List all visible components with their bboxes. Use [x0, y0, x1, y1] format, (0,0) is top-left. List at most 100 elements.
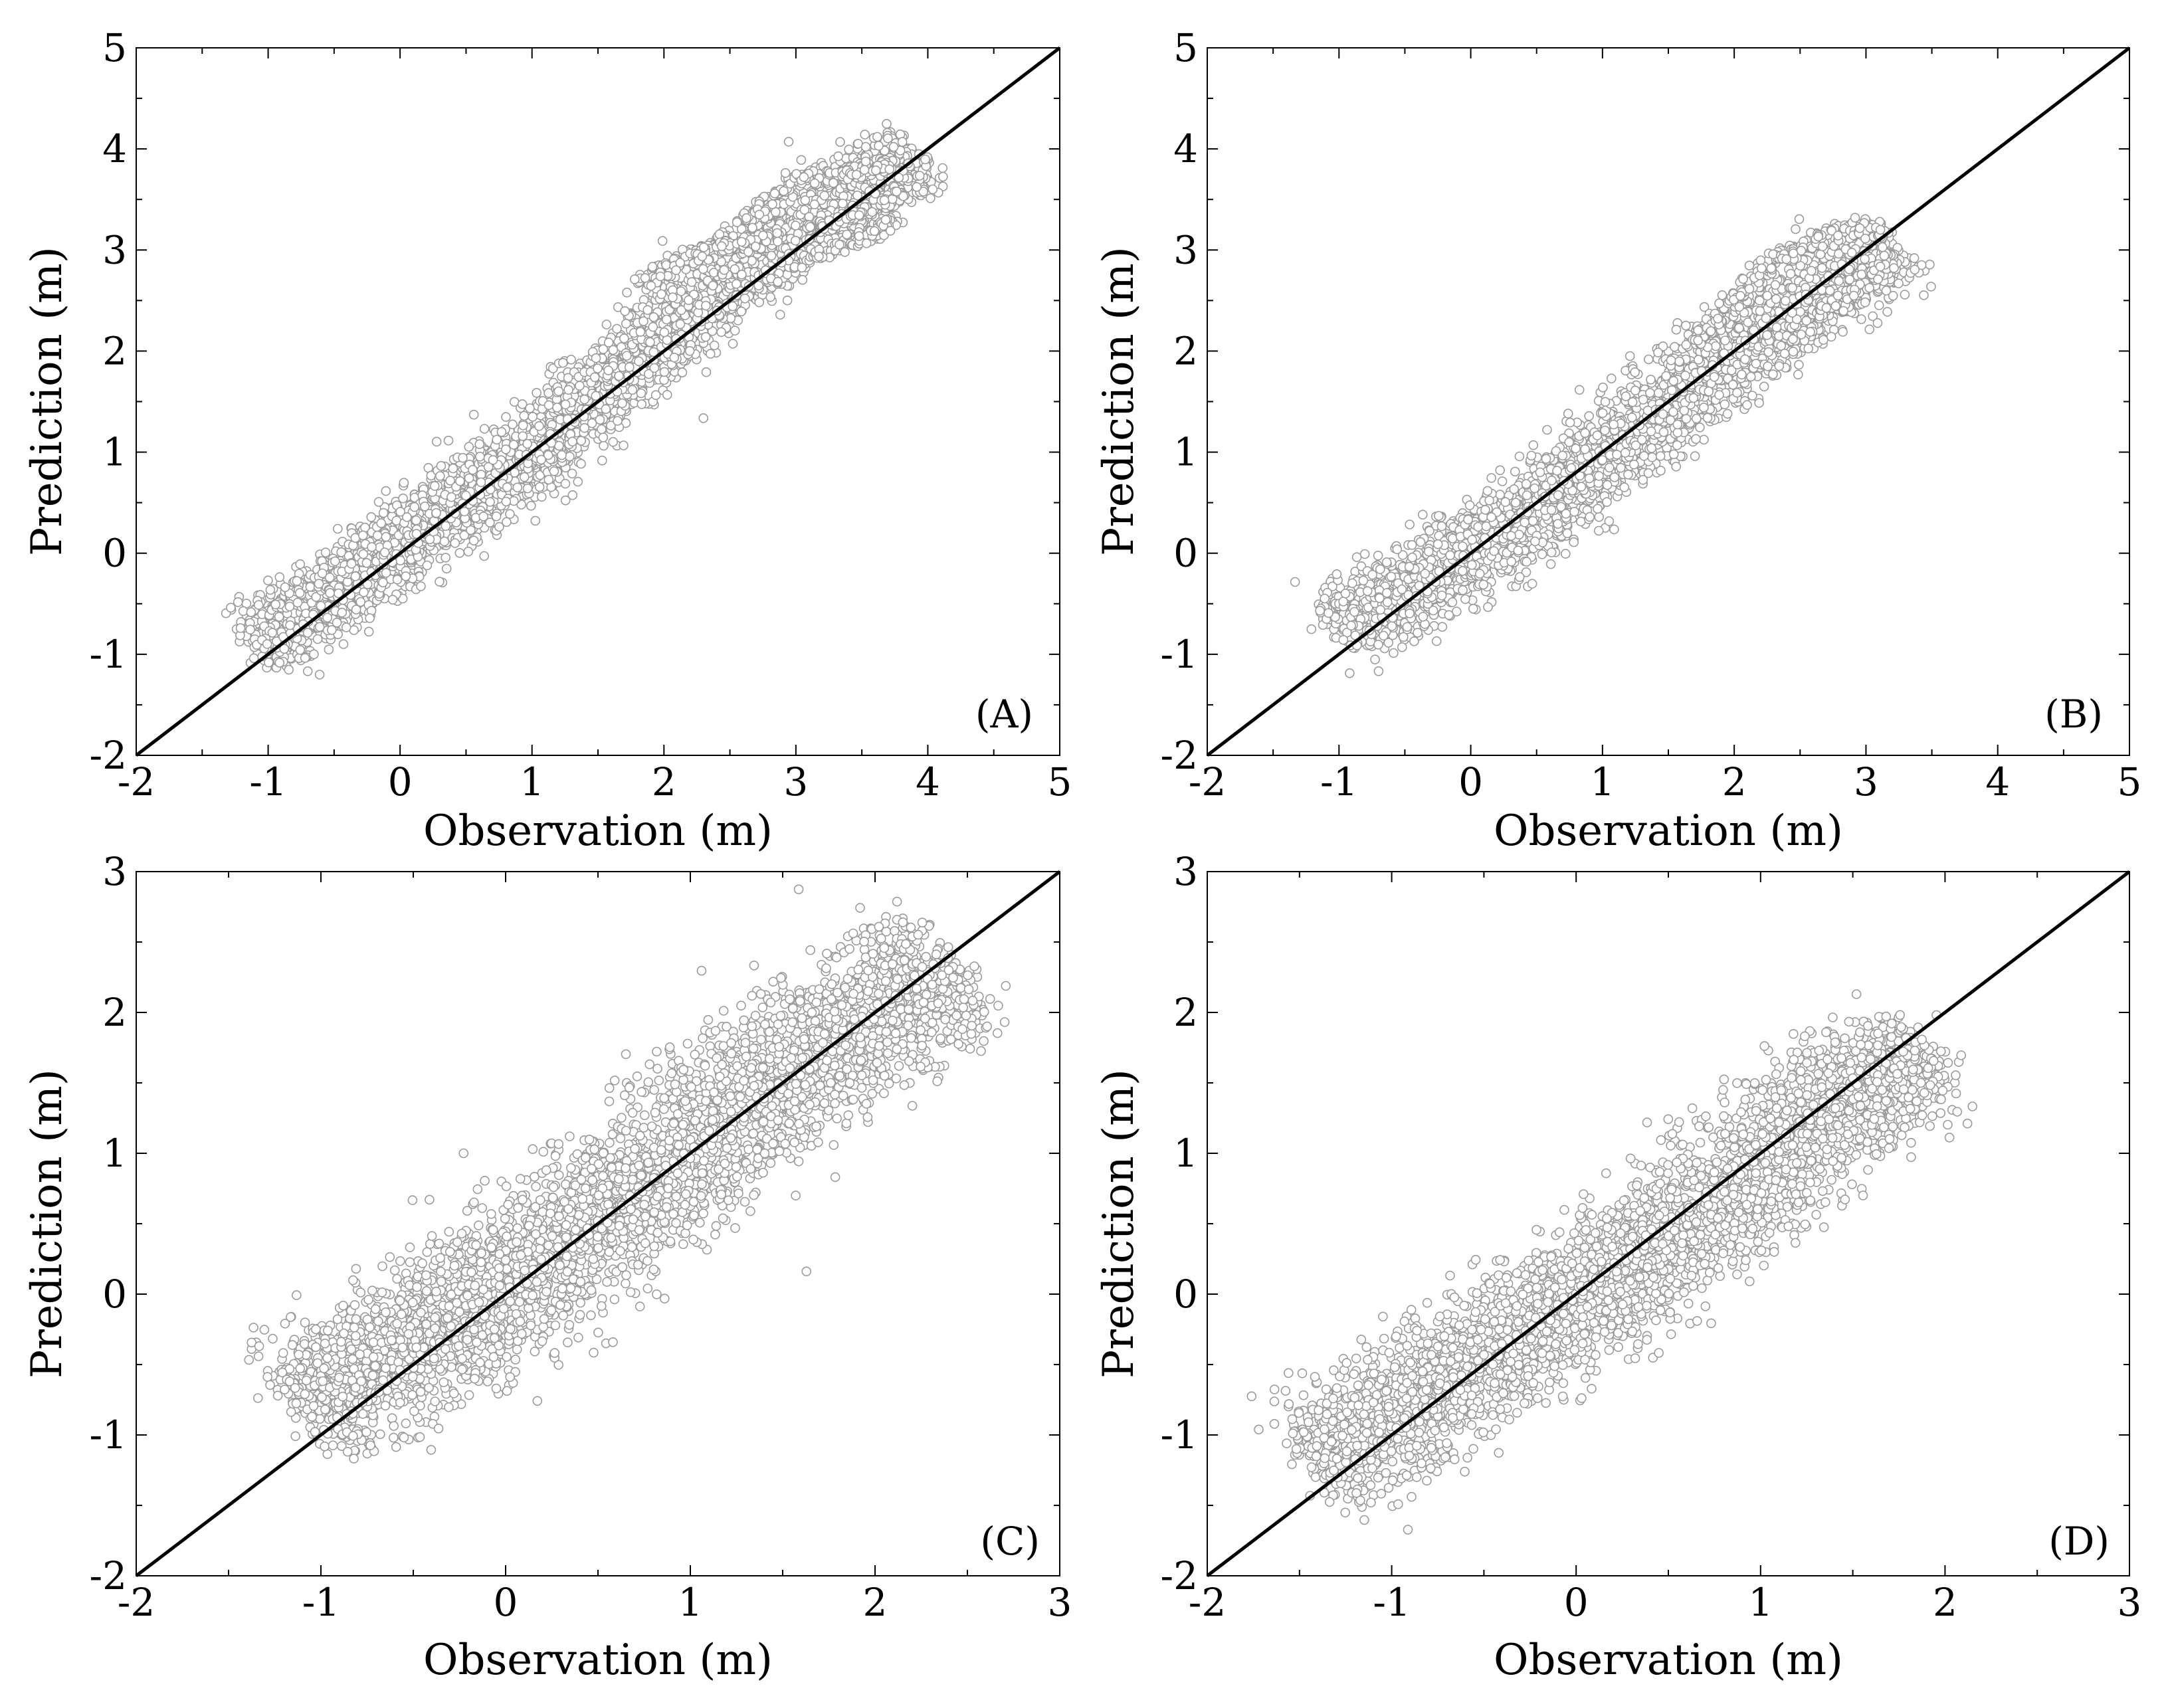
data-point — [532, 389, 541, 397]
data-point — [621, 307, 629, 316]
data-point — [623, 351, 631, 360]
data-point — [334, 525, 342, 533]
data-point — [535, 422, 543, 430]
data-point — [670, 353, 678, 362]
data-point — [791, 221, 800, 230]
data-point — [396, 556, 405, 565]
data-point — [731, 326, 739, 335]
data-point — [375, 498, 383, 506]
data-point — [635, 357, 643, 365]
data-point — [699, 265, 708, 274]
data-point — [492, 435, 501, 444]
data-point — [729, 339, 738, 348]
data-point — [518, 432, 527, 440]
data-point — [365, 627, 373, 636]
data-point — [399, 478, 408, 487]
data-point — [381, 548, 389, 557]
data-point — [359, 531, 367, 539]
data-point — [315, 579, 324, 588]
data-point — [628, 385, 637, 394]
data-point — [520, 411, 528, 420]
data-point — [561, 400, 570, 409]
data-point — [660, 367, 669, 376]
data-point — [639, 317, 648, 326]
data-point — [373, 531, 382, 540]
data-point — [304, 667, 312, 676]
data-point — [441, 522, 450, 530]
data-point — [564, 373, 573, 382]
data-point — [275, 573, 284, 581]
data-point — [591, 373, 599, 381]
data-point — [737, 307, 745, 316]
data-point — [437, 462, 445, 470]
data-point — [602, 320, 611, 329]
data-point — [510, 440, 518, 449]
data-point — [412, 516, 421, 525]
data-point — [805, 213, 813, 221]
data-point — [328, 626, 336, 634]
data-point — [663, 391, 672, 399]
data-point — [246, 625, 254, 634]
data-point — [417, 582, 425, 591]
data-point — [820, 191, 829, 200]
data-point — [643, 306, 652, 314]
data-point — [314, 635, 322, 644]
data-point — [573, 478, 582, 486]
data-point — [470, 536, 478, 545]
data-point — [441, 553, 450, 562]
data-point — [598, 456, 607, 465]
data-point — [596, 415, 605, 424]
data-point — [564, 385, 573, 394]
data-point — [347, 559, 356, 568]
data-point — [450, 539, 459, 547]
data-point — [268, 628, 276, 637]
data-point — [340, 640, 348, 648]
data-point — [710, 268, 718, 277]
data-point — [246, 608, 255, 617]
data-point — [443, 564, 451, 573]
data-point — [776, 310, 785, 319]
data-point — [618, 399, 627, 408]
data-point — [306, 583, 314, 591]
data-point — [652, 391, 660, 399]
data-point — [352, 605, 361, 614]
data-point — [649, 313, 658, 322]
data-point — [527, 502, 536, 510]
data-point — [528, 413, 537, 421]
data-point — [254, 601, 263, 609]
data-point — [423, 561, 431, 570]
data-point — [706, 349, 715, 358]
data-point — [477, 478, 486, 487]
data-point — [609, 438, 617, 446]
data-point — [785, 138, 793, 146]
data-point — [559, 359, 567, 367]
data-point — [480, 425, 489, 433]
data-point — [575, 381, 584, 390]
data-point — [322, 548, 330, 557]
data-point — [410, 503, 419, 512]
data-point — [668, 293, 677, 302]
data-point — [465, 474, 474, 482]
data-point — [436, 472, 444, 480]
data-point — [326, 589, 334, 597]
data-point — [619, 441, 628, 450]
data-point — [294, 599, 302, 607]
data-point — [356, 598, 365, 607]
data-point — [524, 484, 532, 493]
data-point — [486, 498, 494, 506]
data-point — [568, 437, 577, 446]
data-point — [227, 603, 235, 612]
data-point — [296, 589, 304, 597]
data-point — [489, 456, 498, 464]
data-point — [554, 387, 563, 396]
data-point — [396, 508, 405, 516]
data-point — [338, 609, 346, 617]
data-point — [604, 366, 613, 375]
data-point — [456, 477, 464, 486]
data-point — [264, 576, 272, 585]
data-point — [657, 290, 666, 298]
data-point — [577, 436, 585, 445]
data-point — [362, 559, 371, 567]
data-point — [455, 549, 464, 557]
